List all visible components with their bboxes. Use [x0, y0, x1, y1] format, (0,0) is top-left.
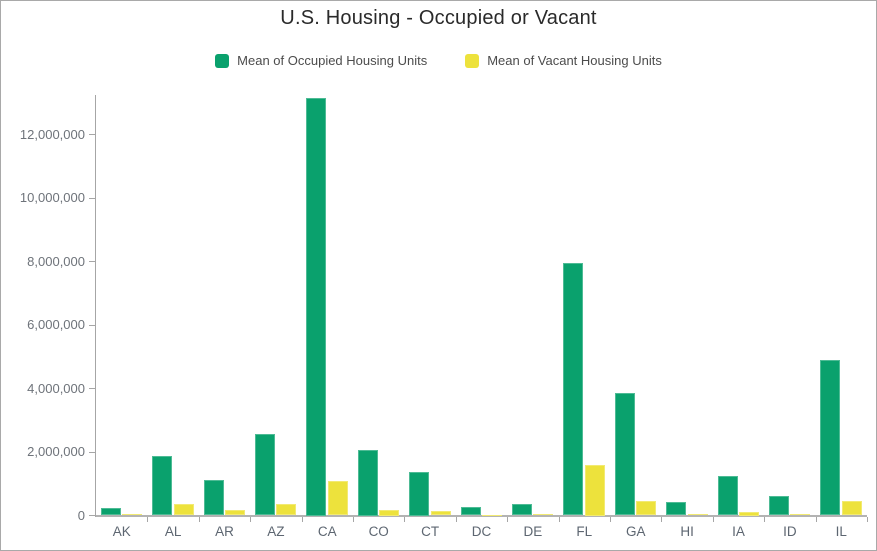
- bar-vacant-ga[interactable]: [636, 500, 657, 516]
- y-tick-label: 6,000,000: [27, 317, 85, 332]
- bar-occupied-ga[interactable]: [614, 393, 635, 516]
- bar-vacant-hi[interactable]: [687, 513, 708, 516]
- legend-label: Mean of Occupied Housing Units: [237, 53, 428, 68]
- x-axis-label: AL: [164, 524, 182, 539]
- x-axis-label: FL: [576, 524, 593, 539]
- chart-title: U.S. Housing - Occupied or Vacant: [280, 7, 597, 29]
- bar-occupied-ar[interactable]: [203, 479, 224, 516]
- x-axis-label: ID: [783, 524, 797, 539]
- x-tick-mark: [558, 516, 560, 522]
- x-axis-label: IL: [835, 524, 847, 539]
- bar-vacant-ia[interactable]: [739, 512, 759, 516]
- bar-vacant-ca[interactable]: [327, 481, 348, 516]
- x-tick-mark: [867, 516, 868, 522]
- x-tick-mark: [815, 516, 817, 522]
- bar-occupied-hi[interactable]: [666, 502, 687, 516]
- y-tick-label: 0: [77, 507, 85, 523]
- bar-vacant-az[interactable]: [276, 504, 297, 516]
- x-tick-mark: [764, 516, 766, 522]
- bar-occupied-ca[interactable]: [306, 98, 327, 516]
- x-axis-label: CO: [368, 524, 389, 539]
- legend-item-vacant[interactable]: Mean of Vacant Housing Units: [465, 53, 662, 68]
- x-tick-mark: [147, 516, 149, 522]
- bar-occupied-de[interactable]: [511, 504, 532, 516]
- x-tick-mark: [455, 516, 457, 522]
- x-tick-mark: [712, 516, 714, 522]
- x-tick-mark: [250, 516, 252, 522]
- legend-swatch-icon: [465, 53, 480, 68]
- x-axis-label: AK: [112, 524, 131, 539]
- y-tick-label: 8,000,000: [27, 253, 85, 269]
- x-axis-label: AR: [215, 524, 234, 539]
- bar-occupied-al[interactable]: [152, 456, 173, 516]
- bar-vacant-co[interactable]: [379, 509, 400, 516]
- bar-occupied-ct[interactable]: [409, 472, 430, 516]
- x-tick-mark: [610, 516, 611, 522]
- y-tick-label: 2,000,000: [27, 444, 85, 459]
- bar-vacant-de[interactable]: [533, 513, 554, 516]
- x-tick-mark: [507, 516, 509, 522]
- bar-occupied-ia[interactable]: [717, 476, 738, 516]
- y-tick-mark: [89, 451, 95, 453]
- bar-vacant-ak[interactable]: [122, 513, 143, 516]
- bar-occupied-il[interactable]: [820, 360, 841, 516]
- y-tick-label: 4,000,000: [27, 380, 85, 396]
- y-tick-label: 10,000,000: [19, 190, 85, 205]
- y-tick-label: 12,000,000: [19, 126, 85, 142]
- x-tick-mark: [404, 516, 406, 522]
- x-tick-mark: [301, 516, 303, 522]
- x-axis-label: DC: [471, 524, 492, 539]
- bar-vacant-dc[interactable]: [482, 514, 502, 516]
- x-tick-mark: [661, 516, 663, 522]
- x-axis-line: [96, 514, 867, 517]
- x-axis-label: GA: [625, 524, 646, 539]
- bar-vacant-il[interactable]: [841, 501, 862, 516]
- legend: Mean of Occupied Housing Units Mean of Va…: [1, 53, 876, 68]
- bar-occupied-az[interactable]: [254, 433, 275, 516]
- y-axis-line: [95, 95, 96, 517]
- x-tick-mark: [353, 516, 354, 522]
- x-axis-label: CT: [421, 524, 440, 539]
- bar-occupied-id[interactable]: [768, 495, 789, 516]
- bar-occupied-dc[interactable]: [460, 506, 481, 516]
- bar-vacant-fl[interactable]: [584, 465, 605, 516]
- legend-item-occupied[interactable]: Mean of Occupied Housing Units: [215, 53, 427, 68]
- bar-occupied-ak[interactable]: [100, 507, 121, 516]
- x-axis-label: CA: [317, 524, 337, 539]
- legend-label: Mean of Vacant Housing Units: [487, 53, 662, 68]
- y-tick-mark: [89, 261, 95, 262]
- bar-occupied-co[interactable]: [357, 449, 378, 516]
- x-axis-label: AZ: [267, 524, 285, 539]
- bar-vacant-ar[interactable]: [225, 510, 245, 516]
- x-axis-label: IA: [732, 524, 745, 539]
- y-tick-mark: [89, 197, 95, 199]
- bar-occupied-fl[interactable]: [563, 263, 584, 516]
- y-tick-mark: [89, 388, 95, 389]
- bar-vacant-ct[interactable]: [430, 511, 451, 516]
- bar-vacant-al[interactable]: [173, 504, 194, 516]
- bar-vacant-id[interactable]: [790, 513, 811, 516]
- y-tick-mark: [89, 134, 95, 135]
- y-tick-mark: [89, 515, 95, 516]
- x-axis-label: HI: [680, 524, 694, 539]
- x-tick-mark: [198, 516, 200, 522]
- legend-swatch-icon: [215, 53, 230, 68]
- x-axis-label: DE: [523, 524, 543, 539]
- y-tick-mark: [89, 324, 95, 326]
